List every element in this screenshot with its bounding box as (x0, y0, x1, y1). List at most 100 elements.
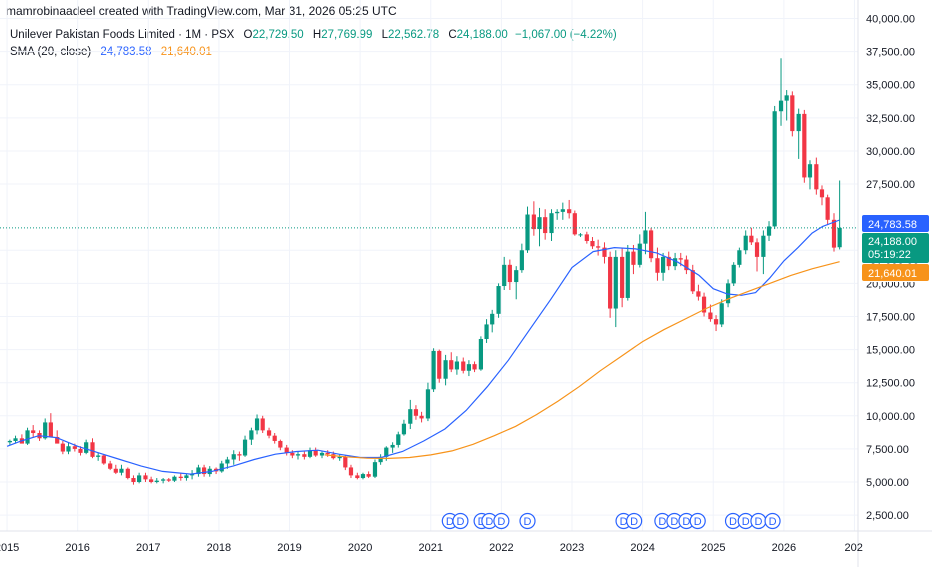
sma-slow-tag (862, 264, 929, 281)
candle-body (319, 452, 325, 456)
candle-body (590, 241, 595, 247)
price-tick-label: 2,500.00 (866, 510, 909, 522)
candle-body (196, 467, 201, 475)
candle-body (466, 364, 471, 371)
candle-body (425, 389, 431, 419)
candle-body (825, 197, 830, 220)
price-tick-label: 35,000.00 (866, 80, 915, 92)
candle-body (608, 256, 613, 309)
candle-body (625, 251, 630, 298)
dividend-marker-label: D (694, 516, 702, 528)
candle-body (266, 430, 272, 436)
candle-body (525, 214, 530, 251)
time-axis[interactable]: 2015 2016 2017 2018 2019 2020 2021 2022 2023 2024… (0, 542, 863, 554)
candle-body (43, 422, 48, 439)
symbol-title[interactable]: Unilever Pakistan Foods Limited · 1M · P… (10, 29, 235, 41)
candle-body (514, 270, 519, 283)
candle-body (719, 303, 724, 325)
candle-body (620, 256, 625, 298)
dividend-marker-label: D (682, 516, 690, 528)
candle-body (272, 435, 277, 441)
candle-body (113, 468, 118, 473)
dividend-marker-label: D (729, 516, 737, 528)
price-tick-label: 12,500.00 (866, 378, 915, 390)
candle-body (7, 440, 12, 443)
time-tick-label: 2026 (772, 542, 796, 554)
candle-body (490, 313, 495, 325)
low-label: L (381, 29, 388, 41)
candle-body (678, 258, 683, 260)
candle-body (443, 360, 448, 379)
candle-body (149, 479, 154, 483)
candle-body (137, 475, 142, 483)
candle-body (690, 270, 695, 292)
close-label: C (448, 29, 457, 41)
candle-body (713, 319, 719, 325)
candle-body (461, 361, 466, 371)
time-tick-label: 2025 (701, 542, 725, 554)
candle-body (772, 111, 777, 227)
candle-body (295, 454, 301, 456)
candle-body (819, 189, 825, 198)
dividend-marker-label: D (456, 516, 464, 528)
dividend-marker (452, 512, 469, 530)
dividend-marker (519, 512, 536, 530)
hidden-partial-label: 21,000.00 (870, 262, 919, 274)
open-label: O (243, 29, 253, 41)
candle-body (408, 409, 413, 424)
candle-body (731, 264, 736, 284)
candle-body (225, 459, 230, 464)
candle-body (260, 418, 265, 431)
candle-body (784, 95, 789, 101)
candle-body (401, 423, 407, 435)
candle-body (673, 258, 678, 267)
candle-body (249, 430, 254, 440)
candle-body (643, 230, 648, 244)
dividend-marker (626, 512, 643, 530)
candle-body (507, 264, 512, 283)
candle-body (560, 209, 565, 212)
candle-body (790, 95, 795, 132)
candle-body (431, 350, 436, 390)
candle-body (31, 430, 36, 434)
candle-body (496, 286, 501, 314)
dividend-markers[interactable]: DDDDDDDDDDDDDDDD (441, 512, 781, 530)
candle-body (602, 247, 607, 257)
candle-body (96, 455, 101, 457)
price-tick-label: 32,500.00 (866, 113, 915, 125)
sma-lines (6, 219, 840, 475)
candle-body (219, 463, 224, 472)
candle-body (242, 439, 248, 456)
candle-body (761, 235, 766, 257)
time-tick-label: 2024 (630, 542, 654, 554)
candle-body (684, 259, 689, 271)
candle-body (701, 296, 707, 313)
candle-body (154, 480, 159, 483)
candle-body (172, 476, 177, 481)
dividend-marker (689, 512, 706, 530)
time-tick-label: 2022 (489, 542, 513, 554)
ohlc-legend: Unilever Pakistan Foods Limited · 1M · P… (10, 29, 617, 41)
time-tick-label: 202 (844, 542, 862, 554)
candle-body (348, 467, 354, 476)
candle-body (231, 454, 236, 460)
candle-body (90, 442, 95, 457)
candle-body (796, 113, 801, 132)
candle-body (313, 450, 318, 456)
candle-body (778, 100, 784, 112)
candle-body (831, 219, 837, 248)
sma-fast-line (6, 219, 840, 475)
candle-body (807, 164, 813, 178)
candle-body (290, 452, 295, 456)
dividend-marker-label: D (769, 516, 777, 528)
low-value: 22,562.78 (387, 29, 440, 41)
candle-body (454, 361, 459, 370)
candle-body (284, 447, 289, 453)
candle-body (472, 364, 477, 370)
candle-body (754, 242, 760, 257)
change-value: −1,067.00 (−4.22%) (515, 29, 617, 41)
candle-body (278, 440, 283, 448)
candle-body (555, 211, 560, 214)
candle-body (696, 291, 701, 297)
